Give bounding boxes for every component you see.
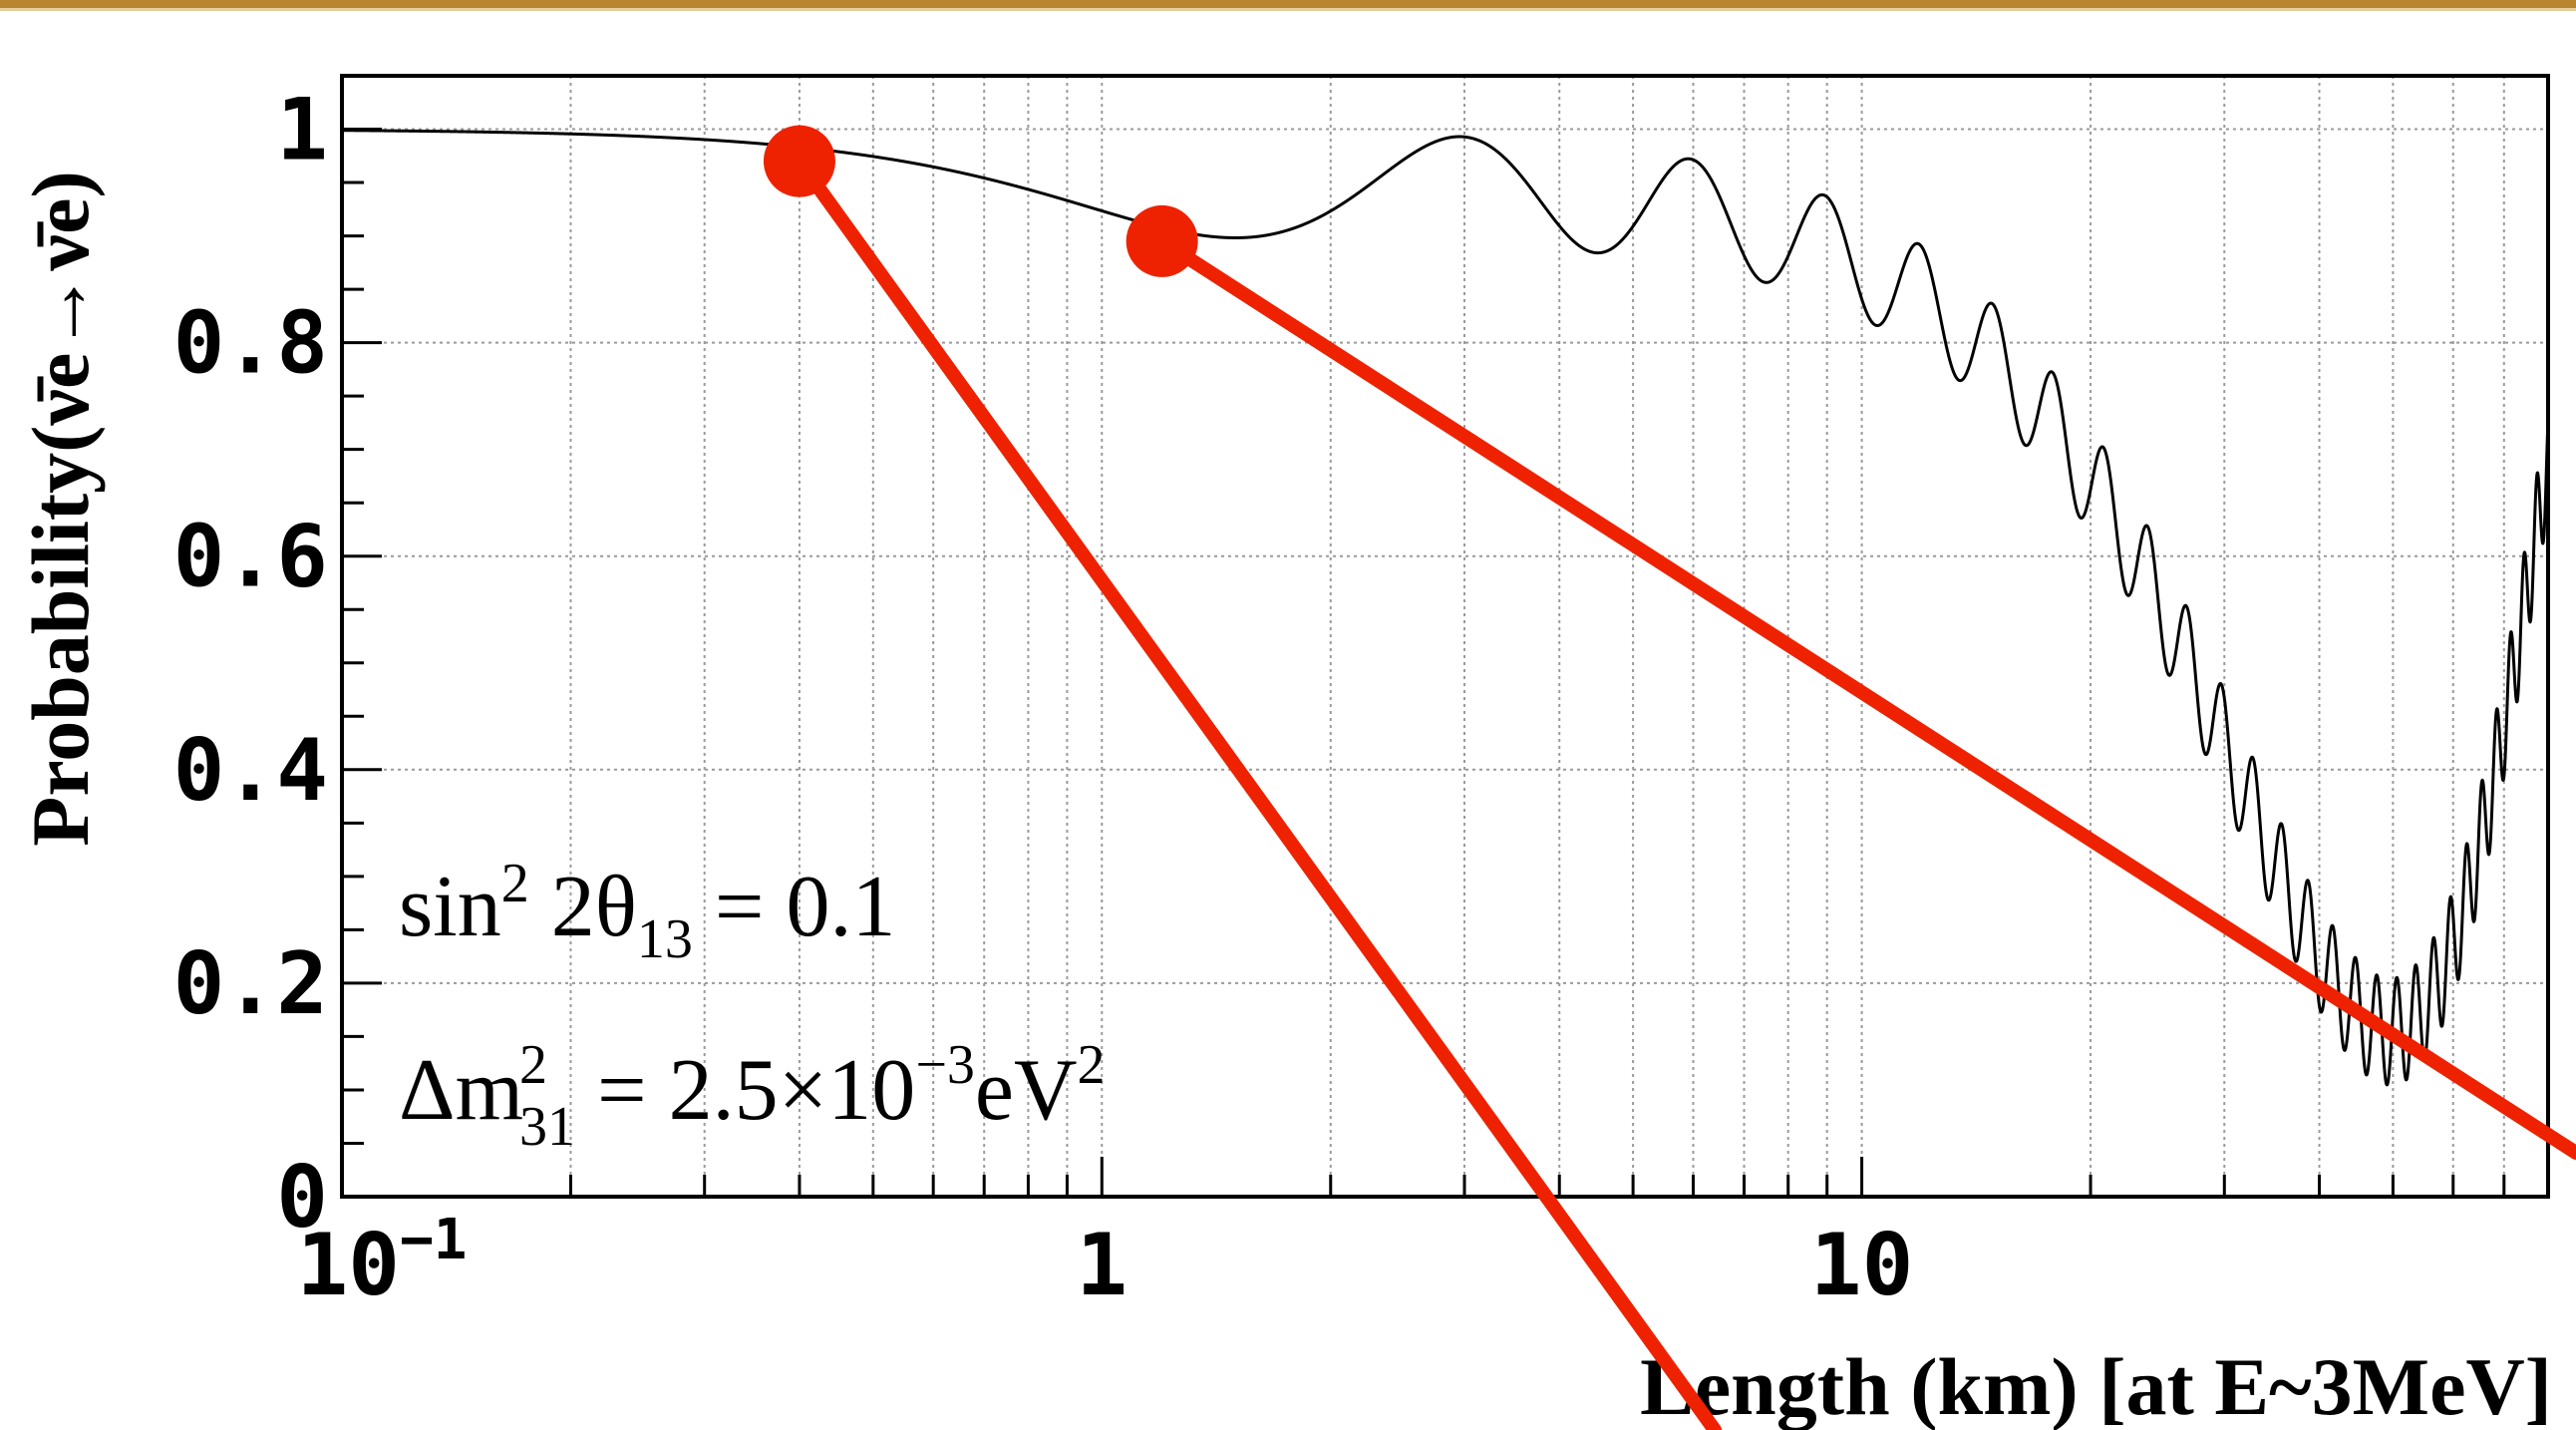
x-tick-label: 10 <box>1810 1216 1914 1315</box>
y-tick-label: 0.4 <box>173 721 328 821</box>
x-tick-label: 1 <box>1076 1216 1127 1315</box>
y-tick-label: 1 <box>276 81 328 180</box>
y-tick-label: 0 <box>276 1148 328 1248</box>
highlight-marker-1 <box>763 125 835 197</box>
y-tick-label: 0.8 <box>173 294 328 394</box>
highlight-marker-2 <box>1126 204 1198 277</box>
y-tick-label: 0.2 <box>173 934 328 1034</box>
top-accent-bar <box>0 0 2576 8</box>
x-tick-label: 10−1 <box>297 1208 468 1315</box>
axis-ticks <box>340 128 2550 1199</box>
probability-curve <box>340 129 2550 1087</box>
annotation-theta: sin2 2θ13 = 0.1 <box>399 853 896 970</box>
top-accent-bar-shadow <box>0 8 2576 11</box>
y-tick-label: 0.6 <box>173 508 328 607</box>
y-axis-title: Probability(ν̄e→ν̄e) <box>15 171 106 847</box>
parameter-annotation: sin2 2θ13 = 0.1 Δm2 31 = 2.5×10−3eV2 <box>399 853 1106 1158</box>
y-tick-labels: 0 0.2 0.4 0.6 0.8 1 <box>173 81 328 1248</box>
annotation-delta-m: Δm2 31 = 2.5×10−3eV2 <box>399 1034 1106 1158</box>
plot-frame <box>340 74 2550 1199</box>
highlight-overlay <box>763 125 2576 1430</box>
x-axis-title: Length (km) [at E~3MeV] <box>1640 1341 2552 1430</box>
pointer-line-1 <box>792 154 1722 1430</box>
grid-lines <box>342 76 2549 1197</box>
x-tick-labels: 10−1 1 10 <box>297 1208 1914 1315</box>
pointer-line-2 <box>1154 233 2576 1160</box>
